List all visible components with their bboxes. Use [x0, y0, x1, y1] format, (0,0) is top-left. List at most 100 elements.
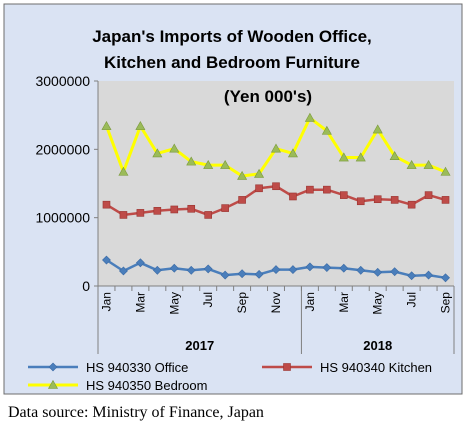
data-point — [441, 196, 450, 204]
data-point — [423, 159, 434, 169]
data-point — [441, 273, 450, 283]
legend-marker — [48, 362, 58, 372]
data-point — [101, 120, 112, 130]
chart-title-line-2: Kitchen and Bedroom Furniture — [104, 53, 360, 72]
data-point — [170, 205, 179, 214]
data-point — [238, 196, 246, 204]
data-point — [237, 170, 248, 180]
y-tick-label: 3000000 — [35, 73, 90, 89]
x-tick-label: Sep — [235, 292, 249, 314]
chart-title-line-3: (Yen 000's) — [224, 87, 312, 106]
x-tick-label: Jan — [99, 292, 113, 311]
data-point — [204, 211, 212, 219]
chart-title-line-1: Japan's Imports of Wooden Office, — [92, 27, 372, 46]
y-tick-label: 0 — [82, 278, 90, 294]
x-tick-label: Mar — [337, 292, 351, 313]
data-point — [407, 271, 417, 281]
data-point — [305, 262, 315, 272]
data-point — [373, 195, 382, 204]
data-point — [118, 166, 129, 176]
legend-label: HS 940340 Kitchen — [320, 360, 432, 375]
source-note: Data source: Ministry of Finance, Japan — [8, 404, 264, 421]
data-point — [237, 269, 247, 279]
data-point — [136, 209, 145, 217]
x-tick-label: Jan — [303, 292, 317, 311]
series-0 — [102, 255, 450, 283]
data-point — [220, 159, 231, 169]
series-2 — [101, 112, 451, 180]
x-tick-label: Jul — [201, 292, 215, 307]
year-label: 2017 — [185, 338, 214, 353]
data-point — [169, 143, 180, 153]
data-point — [323, 185, 331, 194]
data-point — [102, 255, 111, 265]
data-point — [270, 143, 282, 153]
data-point — [440, 166, 451, 176]
data-point — [119, 266, 128, 276]
data-point — [304, 112, 315, 122]
data-point — [203, 264, 213, 274]
legend-entry-2: HS 940350 Bedroom — [28, 378, 207, 393]
data-point — [254, 168, 265, 178]
data-point — [169, 263, 179, 273]
axes: 0 1000000 2000000 3000000 Jan Mar May Jul Sep Nov… — [35, 73, 455, 354]
data-point — [102, 200, 111, 209]
x-tick-label: Sep — [439, 292, 453, 314]
data-point — [389, 151, 400, 160]
legend-entry-1: HS 940340 Kitchen — [262, 360, 432, 375]
data-point — [306, 185, 314, 194]
x-tick-label: Mar — [133, 292, 147, 313]
data-point — [272, 182, 280, 191]
data-point — [271, 265, 281, 275]
data-point — [322, 263, 332, 272]
data-point — [288, 265, 298, 275]
data-point — [390, 267, 400, 277]
data-point — [187, 204, 196, 213]
data-point — [424, 270, 433, 280]
legend-entry-0: HS 940330 Office — [28, 360, 188, 375]
data-point — [289, 192, 297, 201]
data-point — [152, 148, 163, 158]
data-point — [119, 211, 128, 219]
data-point — [153, 207, 162, 215]
y-tick-label: 1000000 — [35, 210, 90, 226]
data-point — [390, 196, 399, 204]
data-point — [135, 120, 146, 130]
data-point — [372, 124, 383, 134]
data-point — [186, 265, 196, 275]
data-point — [287, 148, 298, 158]
year-label: 2018 — [363, 338, 392, 353]
data-point — [203, 159, 214, 169]
data-point — [407, 200, 416, 209]
data-point — [254, 269, 264, 279]
x-tick-label: May — [371, 292, 385, 315]
legend-marker — [47, 379, 59, 389]
data-point — [356, 265, 366, 275]
x-tick-label: Jul — [405, 292, 419, 307]
data-point — [221, 204, 229, 212]
data-point — [355, 152, 366, 162]
data-point — [321, 125, 332, 135]
data-point — [373, 267, 383, 277]
legend-label: HS 940350 Bedroom — [86, 378, 207, 393]
data-point — [135, 258, 145, 268]
legend: HS 940330 Office HS 940340 Kitchen HS 9403… — [28, 360, 432, 393]
data-point — [186, 156, 197, 166]
series-layer — [101, 112, 451, 283]
series-1 — [102, 182, 450, 219]
data-point — [338, 152, 349, 162]
data-point — [152, 265, 162, 275]
y-tick-label: 2000000 — [35, 141, 90, 157]
x-tick-label: May — [167, 292, 181, 315]
data-point — [340, 191, 348, 199]
data-point — [356, 197, 365, 206]
data-point — [220, 270, 230, 280]
legend-marker — [283, 363, 291, 371]
legend-label: HS 940330 Office — [86, 360, 188, 375]
data-point — [255, 184, 263, 193]
data-point — [424, 191, 433, 199]
data-point — [339, 263, 349, 273]
x-tick-label: Nov — [269, 292, 283, 313]
data-point — [406, 159, 417, 169]
